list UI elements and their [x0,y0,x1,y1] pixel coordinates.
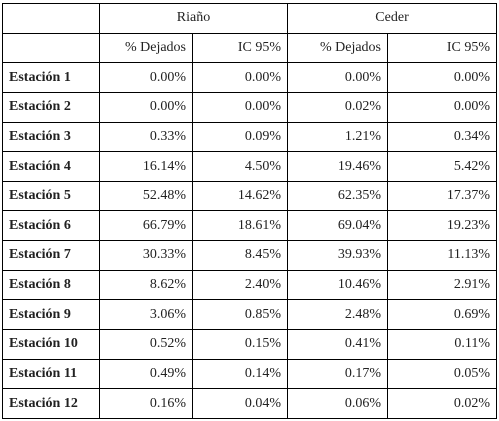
table-row: Estación 5 52.48% 14.62% 62.35% 17.37% [2,180,498,212]
cell-riano-pct: 0.49% [99,358,193,390]
cell-riano-ic: 14.62% [191,180,289,212]
cell-riano-pct: 66.79% [99,210,193,242]
cell-ceder-pct: 0.00% [287,62,389,93]
table-row: Estación 6 66.79% 18.61% 69.04% 19.23% [2,210,498,242]
cell-riano-ic: 0.09% [191,121,289,153]
row-label: Estación 8 [2,269,100,301]
cell-riano-pct: 0.00% [99,62,193,93]
cell-riano-ic: 8.45% [191,240,289,271]
sub-header-blank [2,32,100,64]
cell-ceder-ic: 19.23% [387,210,498,242]
sub-header-ceder-pct: % Dejados [287,32,389,64]
cell-ceder-pct: 69.04% [287,210,389,242]
table-row: Estación 3 0.33% 0.09% 1.21% 0.34% [2,121,498,153]
row-label: Estación 2 [2,91,100,123]
cell-ceder-pct: 2.48% [287,299,389,331]
corner-cell [2,3,100,34]
cell-riano-pct: 0.00% [99,91,193,123]
row-label: Estación 1 [2,62,100,93]
cell-riano-ic: 4.50% [191,151,289,182]
sub-header-row: % Dejados IC 95% % Dejados IC 95% [2,32,498,64]
row-label: Estación 7 [2,240,100,271]
cell-riano-ic: 0.04% [191,388,289,419]
table-row: Estación 1 0.00% 0.00% 0.00% 0.00% [2,62,498,93]
cell-riano-pct: 0.16% [99,388,193,419]
cell-ceder-ic: 0.00% [387,91,498,123]
cell-riano-ic: 0.00% [191,91,289,123]
table-row: Estación 7 30.33% 8.45% 39.93% 11.13% [2,240,498,271]
cell-ceder-pct: 19.46% [287,151,389,182]
table-row: Estación 4 16.14% 4.50% 19.46% 5.42% [2,151,498,182]
group-header-riano: Riaño [98,3,289,34]
cell-riano-ic: 18.61% [191,210,289,242]
cell-ceder-pct: 0.06% [287,388,389,419]
cell-ceder-ic: 0.05% [387,358,498,390]
cell-riano-pct: 0.52% [99,329,193,360]
cell-riano-ic: 0.00% [191,62,289,93]
cell-riano-ic: 0.15% [191,329,289,360]
table-row: Estación 8 8.62% 2.40% 10.46% 2.91% [2,269,498,301]
cell-ceder-pct: 0.02% [287,91,389,123]
cell-ceder-ic: 5.42% [387,151,498,182]
cell-ceder-pct: 39.93% [287,240,389,271]
cell-riano-pct: 52.48% [99,180,193,212]
cell-ceder-pct: 0.41% [287,329,389,360]
row-label: Estación 9 [2,299,100,331]
table-row: Estación 11 0.49% 0.14% 0.17% 0.05% [2,358,498,390]
table-row: Estación 12 0.16% 0.04% 0.06% 0.02% [2,388,498,419]
cell-riano-pct: 16.14% [99,151,193,182]
cell-ceder-ic: 2.91% [387,269,498,301]
table-row: Estación 10 0.52% 0.15% 0.41% 0.11% [2,329,498,360]
cell-ceder-ic: 0.02% [387,388,498,419]
row-label: Estación 5 [2,180,100,212]
row-label: Estación 10 [2,329,100,360]
cell-ceder-pct: 0.17% [287,358,389,390]
cell-riano-ic: 2.40% [191,269,289,301]
cell-ceder-ic: 11.13% [387,240,498,271]
sub-header-riano-pct: % Dejados [99,32,193,64]
group-header-ceder: Ceder [287,3,498,34]
cell-riano-ic: 0.85% [191,299,289,331]
sub-header-riano-ic: IC 95% [191,32,289,64]
table-row: Estación 9 3.06% 0.85% 2.48% 0.69% [2,299,498,331]
cell-riano-pct: 3.06% [99,299,193,331]
cell-riano-ic: 0.14% [191,358,289,390]
row-label: Estación 12 [2,388,100,419]
cell-ceder-pct: 10.46% [287,269,389,301]
cell-ceder-ic: 0.34% [387,121,498,153]
cell-riano-pct: 30.33% [99,240,193,271]
group-header-row: Riaño Ceder [2,3,498,34]
row-label: Estación 4 [2,151,100,182]
sub-header-ceder-ic: IC 95% [387,32,498,64]
cell-ceder-pct: 1.21% [287,121,389,153]
row-label: Estación 11 [2,358,100,390]
cell-ceder-ic: 17.37% [387,180,498,212]
row-label: Estación 6 [2,210,100,242]
cell-riano-pct: 0.33% [99,121,193,153]
row-label: Estación 3 [2,121,100,153]
data-table: Riaño Ceder % Dejados IC 95% % Dejados I… [2,3,498,419]
cell-ceder-ic: 0.11% [387,329,498,360]
table-row: Estación 2 0.00% 0.00% 0.02% 0.00% [2,91,498,123]
cell-ceder-pct: 62.35% [287,180,389,212]
cell-riano-pct: 8.62% [99,269,193,301]
cell-ceder-ic: 0.69% [387,299,498,331]
cell-ceder-ic: 0.00% [387,62,498,93]
